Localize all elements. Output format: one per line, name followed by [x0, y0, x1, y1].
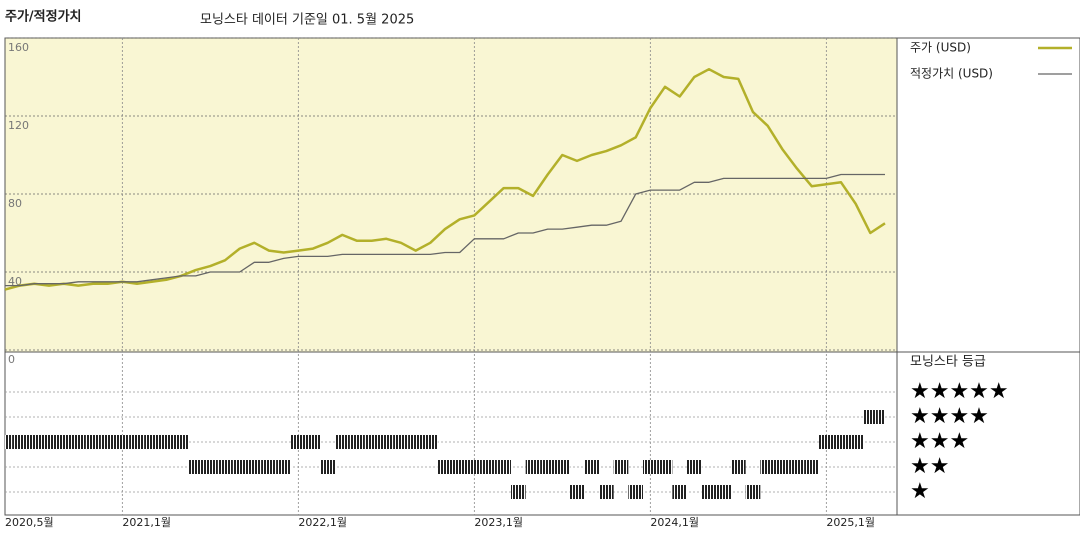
rating-bar [188, 460, 203, 474]
rating-label: ★★ [910, 454, 949, 479]
rating-bar [115, 435, 130, 449]
rating-bar [877, 410, 885, 424]
rating-label: ★★★★ [910, 404, 989, 429]
rating-bar [672, 485, 687, 499]
rating-bar [731, 460, 746, 474]
rating-bar [349, 435, 365, 449]
rating-bar [452, 460, 467, 474]
rating-bar [687, 460, 702, 474]
rating-bar [848, 435, 863, 449]
rating-bar [408, 435, 423, 449]
rating-bar [5, 435, 13, 449]
rating-bar [393, 435, 409, 449]
rating-bar [12, 435, 27, 449]
rating-bar [423, 435, 438, 449]
rating-bar [437, 460, 453, 474]
rating-bar [833, 435, 849, 449]
rating-bar [775, 460, 790, 474]
x-tick-label: 2023,1월 [474, 516, 523, 529]
chart-subtitle: 모닝스타 데이터 기준일 01. 5월 2025 [200, 13, 414, 28]
rating-bar [819, 435, 834, 449]
rating-bar [613, 460, 629, 474]
rating-bar [481, 460, 497, 474]
rating-bar [701, 485, 717, 499]
rating-bar [159, 435, 174, 449]
x-tick-label: 2021,1월 [122, 516, 171, 529]
rating-bar [863, 410, 878, 424]
rating-bar [291, 435, 306, 449]
plot-background [5, 38, 897, 352]
legend-label: 모닝스타 등급 [910, 355, 986, 370]
rating-label: ★★★★★ [910, 379, 1009, 404]
rating-bar [27, 435, 42, 449]
chart-title: 주가/적정가치 [5, 9, 82, 25]
rating-bar [643, 460, 658, 474]
rating-bar [71, 435, 86, 449]
rating-bar [657, 460, 673, 474]
rating-bar [100, 435, 115, 449]
x-tick-label: 2024,1월 [650, 516, 699, 529]
rating-bar [129, 435, 145, 449]
rating-bar [628, 485, 643, 499]
y-tick-label: 120 [8, 119, 29, 132]
rating-bar [56, 435, 71, 449]
rating-bar [247, 460, 262, 474]
rating-bar [305, 435, 321, 449]
legend-label: 주가 (USD) [910, 41, 971, 55]
rating-bar [745, 485, 761, 499]
rating-bar [364, 435, 379, 449]
x-tick-label: 2022,1월 [298, 516, 347, 529]
rating-bar [760, 460, 775, 474]
rating-bar [232, 460, 247, 474]
y-tick-label: 0 [8, 353, 15, 366]
rating-bar [85, 435, 101, 449]
rating-bar [144, 435, 159, 449]
rating-bar [217, 460, 233, 474]
rating-bar [496, 460, 511, 474]
rating-bar [525, 460, 541, 474]
rating-bar [555, 460, 570, 474]
y-tick-label: 160 [8, 41, 29, 54]
x-tick-label: 2025,1월 [826, 516, 875, 529]
series-line [5, 173, 885, 287]
rating-bar [379, 435, 394, 449]
rating-label: ★★★ [910, 429, 969, 454]
rating-bar [584, 460, 599, 474]
rating-bar [789, 460, 805, 474]
rating-bar [41, 435, 57, 449]
rating-bar [276, 460, 291, 474]
y-tick-label: 80 [8, 197, 22, 210]
rating-bar [511, 485, 526, 499]
rating-label: ★ [910, 479, 930, 504]
rating-bar [804, 460, 819, 474]
x-tick-label: 2020,5월 [5, 516, 54, 529]
rating-bar [716, 485, 731, 499]
series-line [4, 67, 886, 291]
rating-bar [569, 485, 585, 499]
rating-bar [261, 460, 277, 474]
rating-bar [467, 460, 482, 474]
rating-bar [540, 460, 555, 474]
rating-bar [173, 435, 189, 449]
rating-bar [203, 460, 218, 474]
rating-bar [320, 460, 335, 474]
rating-bar [599, 485, 614, 499]
legend-label: 적정가치 (USD) [910, 67, 993, 81]
rating-bar [335, 435, 350, 449]
